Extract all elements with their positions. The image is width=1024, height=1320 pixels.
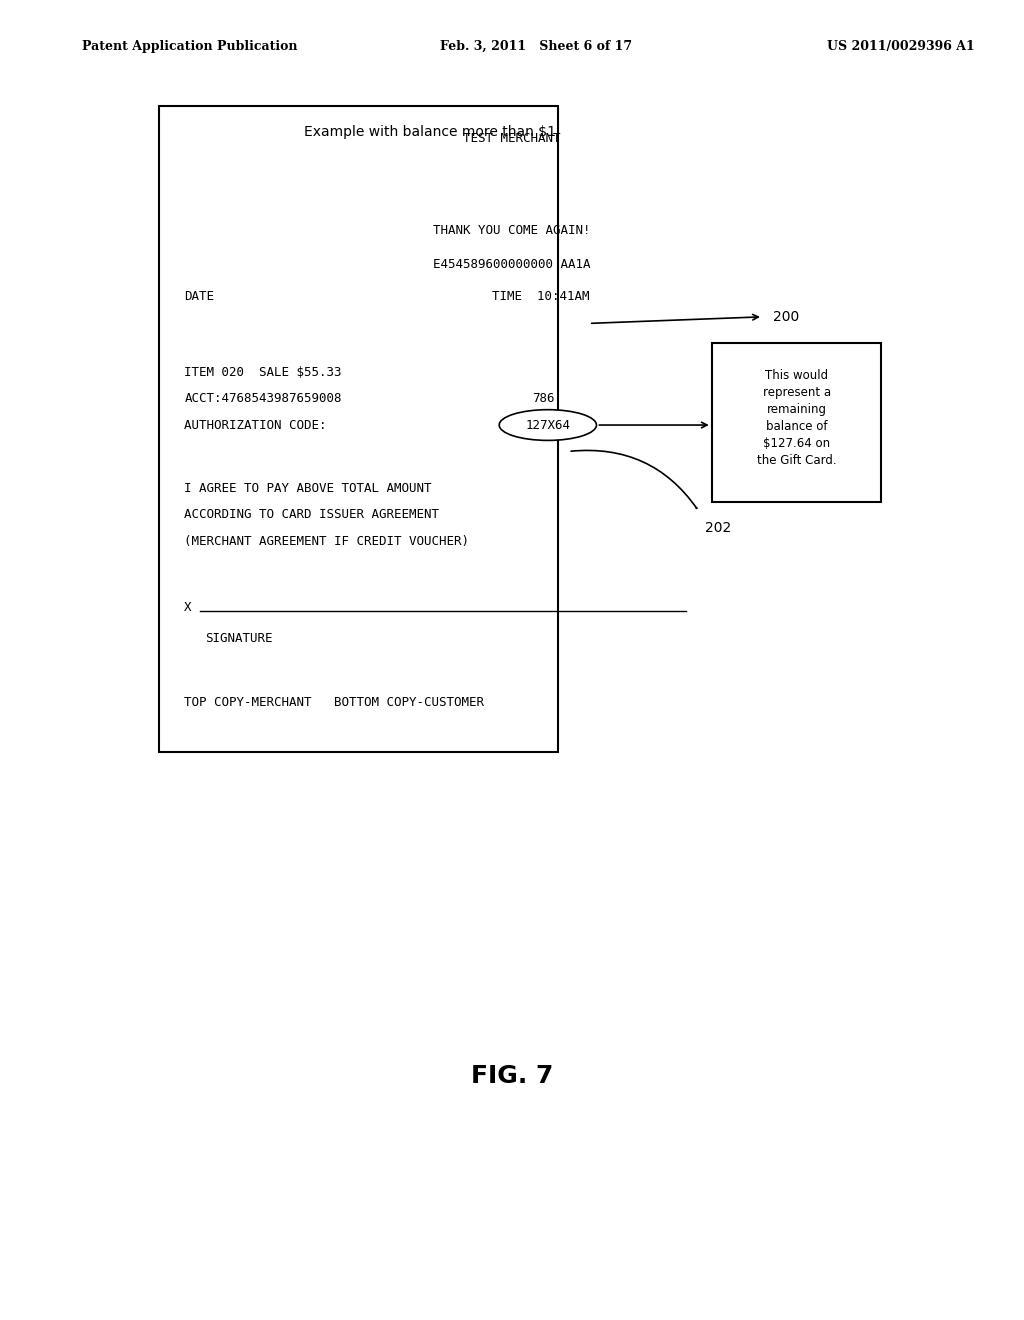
Text: X: X (184, 601, 191, 614)
Text: I AGREE TO PAY ABOVE TOTAL AMOUNT: I AGREE TO PAY ABOVE TOTAL AMOUNT (184, 482, 432, 495)
Text: AUTHORIZATION CODE:: AUTHORIZATION CODE: (184, 418, 327, 432)
FancyArrowPatch shape (571, 450, 696, 508)
Text: Patent Application Publication: Patent Application Publication (82, 40, 297, 53)
Text: SIGNATURE: SIGNATURE (205, 632, 272, 645)
Text: 200: 200 (773, 310, 800, 323)
Text: 202: 202 (705, 521, 731, 535)
Text: FIG. 7: FIG. 7 (471, 1064, 553, 1088)
Bar (159, 106, 558, 752)
Text: Feb. 3, 2011   Sheet 6 of 17: Feb. 3, 2011 Sheet 6 of 17 (440, 40, 633, 53)
Bar (712, 343, 881, 502)
Text: TIME  10:41AM: TIME 10:41AM (492, 290, 589, 304)
Text: DATE: DATE (184, 290, 214, 304)
Text: Example with balance more than $1: Example with balance more than $1 (304, 125, 556, 139)
Text: ACCT:4768543987659008: ACCT:4768543987659008 (184, 392, 342, 405)
Text: TOP COPY-MERCHANT   BOTTOM COPY-CUSTOMER: TOP COPY-MERCHANT BOTTOM COPY-CUSTOMER (184, 696, 484, 709)
Text: E454589600000000 AA1A: E454589600000000 AA1A (433, 257, 591, 271)
Text: TEST MERCHANT: TEST MERCHANT (463, 132, 561, 145)
Text: THANK YOU COME AGAIN!: THANK YOU COME AGAIN! (433, 224, 591, 238)
Text: US 2011/0029396 A1: US 2011/0029396 A1 (827, 40, 975, 53)
Text: 786: 786 (532, 392, 555, 405)
Text: ITEM 020  SALE $55.33: ITEM 020 SALE $55.33 (184, 366, 342, 379)
Ellipse shape (500, 409, 596, 441)
Text: 127X64: 127X64 (525, 418, 570, 432)
Text: (MERCHANT AGREEMENT IF CREDIT VOUCHER): (MERCHANT AGREEMENT IF CREDIT VOUCHER) (184, 535, 469, 548)
Text: This would
represent a
remaining
balance of
$127.64 on
the Gift Card.: This would represent a remaining balance… (757, 370, 837, 467)
Text: ACCORDING TO CARD ISSUER AGREEMENT: ACCORDING TO CARD ISSUER AGREEMENT (184, 508, 439, 521)
